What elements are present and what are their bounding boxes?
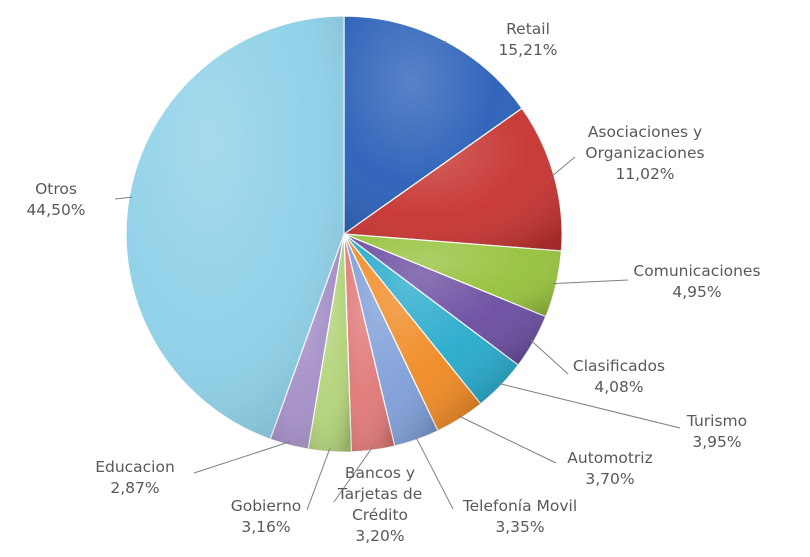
- slice-label: Turismo 3,95%: [686, 412, 747, 451]
- leader-line: [193, 441, 290, 474]
- leader-line: [306, 448, 331, 511]
- leader-line: [415, 436, 454, 510]
- slice-label: Bancos y Tarjetas de Crédito 3,20%: [337, 464, 423, 545]
- pie-slice-shading: [126, 16, 345, 440]
- slice-label: Telefonía Movil 3,35%: [462, 497, 577, 536]
- slice-name-label: Comunicaciones: [633, 262, 760, 280]
- leader-line: [458, 415, 557, 464]
- slice-value-label: 2,87%: [110, 479, 159, 497]
- slice-label: Educacion 2,87%: [95, 458, 175, 497]
- slice-value-label: 11,02%: [615, 165, 674, 183]
- leader-line: [552, 279, 629, 285]
- slice-name-label: Asociaciones y: [588, 123, 702, 141]
- slice-value-label: 3,95%: [692, 433, 741, 451]
- pie-slice-shading: [308, 234, 352, 453]
- slice-name-label: Telefonía Movil: [462, 497, 577, 515]
- slice-label: Clasificados 4,08%: [573, 357, 665, 396]
- pie-slice-shading: [344, 16, 523, 234]
- leader-line: [550, 156, 576, 178]
- leader-line: [114, 196, 133, 200]
- slice-label: Comunicaciones 4,95%: [633, 262, 760, 301]
- pie-slice-shading: [344, 234, 438, 447]
- slice-name-label: Educacion: [95, 458, 175, 476]
- slice-value-label: 4,08%: [594, 378, 643, 396]
- slice-value-label: 15,21%: [498, 41, 557, 59]
- leader-line: [498, 382, 681, 429]
- slice-name-label: Turismo: [686, 412, 747, 430]
- slice-label: Otros 44,50%: [26, 180, 85, 219]
- leader-line: [442, 40, 447, 44]
- slice-value-label: 3,20%: [355, 527, 404, 545]
- leader-line: [333, 446, 374, 503]
- pie-slice-shading: [344, 108, 563, 251]
- slice-value-label: 3,16%: [241, 518, 290, 536]
- slice-label: Gobierno 3,16%: [231, 497, 302, 536]
- slice-name-label: Tarjetas de: [337, 485, 423, 503]
- slice-label: Asociaciones y Organizaciones 11,02%: [585, 123, 704, 183]
- slice-value-label: 3,35%: [495, 518, 544, 536]
- pie-slice-shading: [270, 234, 344, 450]
- slice-label: Automotriz 3,70%: [567, 449, 652, 488]
- pie-slice-shading: [344, 234, 562, 317]
- slice-value-label: 44,50%: [26, 201, 85, 219]
- pie-slice-shading: [344, 234, 481, 431]
- pie-slice-shading: [344, 234, 519, 404]
- slice-name-label: Clasificados: [573, 357, 665, 375]
- slice-name-label: Otros: [35, 180, 77, 198]
- pie-slice-shading: [344, 234, 395, 452]
- slice-name-label: Gobierno: [231, 497, 302, 515]
- leader-line: [530, 339, 569, 375]
- slice-name-label: Automotriz: [567, 449, 652, 467]
- slice-value-label: 3,70%: [585, 470, 634, 488]
- slice-name-label: Crédito: [352, 506, 408, 524]
- slice-value-label: 4,95%: [672, 283, 721, 301]
- slice-name-label: Bancos y: [345, 464, 415, 482]
- slice-label: Retail 15,21%: [498, 20, 557, 59]
- slice-name-label: Retail: [506, 20, 550, 38]
- slice-name-label: Organizaciones: [585, 144, 704, 162]
- pie-slice-shading: [344, 234, 546, 366]
